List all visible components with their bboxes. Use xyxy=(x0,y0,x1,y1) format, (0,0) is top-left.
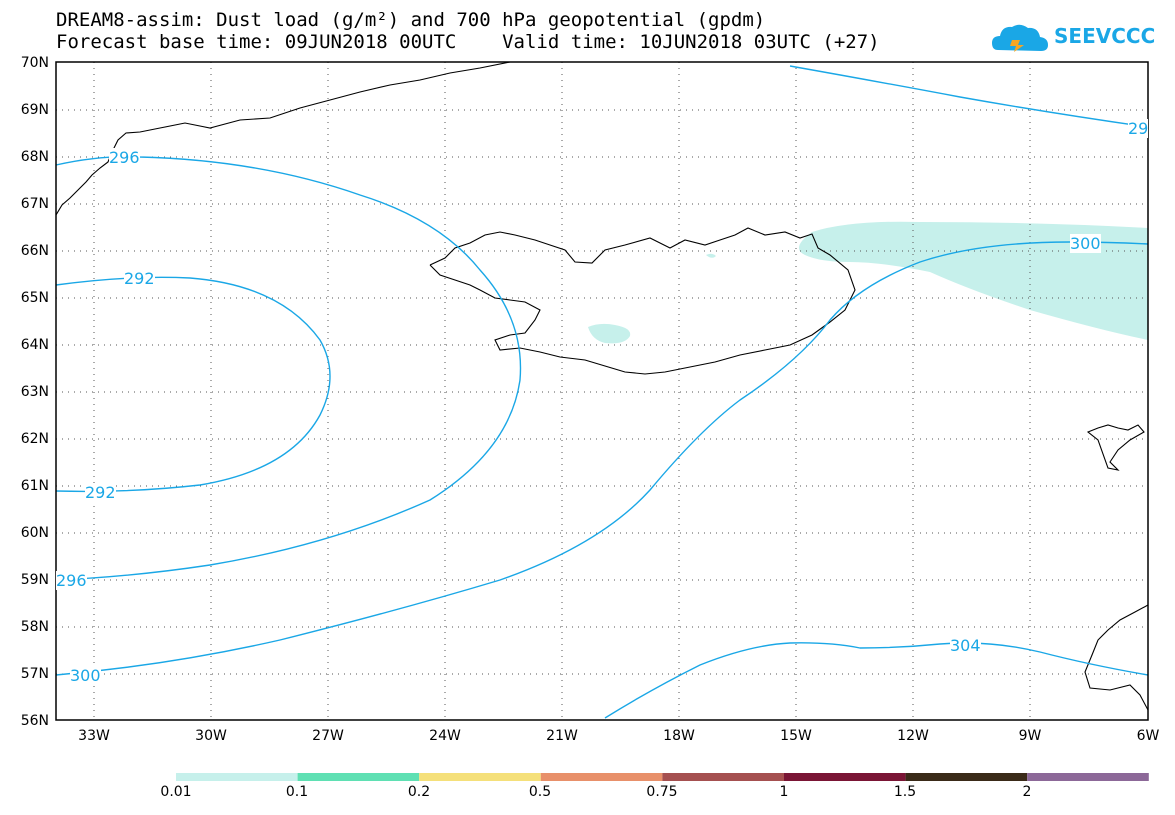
colorbar-segment xyxy=(297,773,420,781)
lon-label: 30W xyxy=(195,728,227,744)
lon-label: 9W xyxy=(1018,728,1042,744)
colorbar-segment xyxy=(1027,773,1149,781)
colorbar-segment xyxy=(784,773,906,781)
colorbar-label: 1.5 xyxy=(893,784,917,800)
lat-label: 63N xyxy=(20,384,49,400)
lon-label: 33W xyxy=(78,728,110,744)
lat-label: 70N xyxy=(20,55,49,71)
lat-label: 64N xyxy=(20,337,49,353)
lon-label: 27W xyxy=(312,728,344,744)
colorbar-label: 0.2 xyxy=(407,784,431,800)
lat-label: 59N xyxy=(20,572,49,588)
colorbar-segment xyxy=(540,773,663,781)
lat-label: 57N xyxy=(20,666,49,682)
colorbar-segment xyxy=(419,773,541,781)
contour-label: 296 xyxy=(56,571,87,590)
map-frame xyxy=(55,61,1149,721)
greenland-coast xyxy=(55,61,511,216)
contour-304 xyxy=(604,642,1149,719)
colorbar-label: 0.1 xyxy=(285,784,309,800)
lat-label: 66N xyxy=(20,243,49,259)
lat-label: 56N xyxy=(20,713,49,729)
map-gridlines xyxy=(56,62,1148,720)
contour-label: 292 xyxy=(124,269,155,288)
cloud-logo-icon xyxy=(992,24,1048,52)
contour-label: 304 xyxy=(950,636,981,655)
contour-296 xyxy=(55,155,522,581)
lat-label: 69N xyxy=(20,102,49,118)
contour-label: 292 xyxy=(85,483,116,502)
contour-label: 29 xyxy=(1128,119,1149,138)
contour-label: 300 xyxy=(1070,234,1101,253)
colorbar-segment xyxy=(905,773,1028,781)
lat-label: 61N xyxy=(20,478,49,494)
lat-label: 68N xyxy=(20,149,49,165)
colorbar-segment xyxy=(662,773,784,781)
map-title: DREAM8-assim: Dust load (g/m²) and 700 h… xyxy=(56,9,766,31)
lon-label: 24W xyxy=(429,728,461,744)
contour-292 xyxy=(55,276,331,493)
lat-label: 67N xyxy=(20,196,49,212)
logo-text: SEEVCCC xyxy=(1054,24,1156,48)
geopotential-contours xyxy=(55,65,1149,719)
colorbar-label: 1 xyxy=(779,784,789,800)
colorbar-label: 0.01 xyxy=(160,784,192,800)
iceland-coast xyxy=(429,227,856,375)
lon-label: 6W xyxy=(1136,728,1160,744)
contour-label: 300 xyxy=(70,666,101,685)
faroe-coast xyxy=(1086,424,1145,471)
lat-label: 58N xyxy=(20,619,49,635)
contour-label: 296 xyxy=(109,148,140,167)
lat-label: 60N xyxy=(20,525,49,541)
lat-label: 62N xyxy=(20,431,49,447)
colorbar-label: 0.75 xyxy=(646,784,678,800)
colorbar-label: 0.5 xyxy=(528,784,552,800)
colorbar-segment xyxy=(176,773,298,781)
map-subtitle: Forecast base time: 09JUN2018 00UTC Vali… xyxy=(56,31,880,53)
contour-300 xyxy=(55,241,1149,676)
lon-label: 15W xyxy=(780,728,812,744)
dust-load-area xyxy=(588,221,1148,344)
contour-29x xyxy=(789,65,1149,128)
colorbar-label: 2 xyxy=(1022,784,1032,800)
lon-label: 18W xyxy=(663,728,695,744)
lon-label: 12W xyxy=(897,728,929,744)
lat-label: 65N xyxy=(20,290,49,306)
lon-label: 21W xyxy=(546,728,578,744)
